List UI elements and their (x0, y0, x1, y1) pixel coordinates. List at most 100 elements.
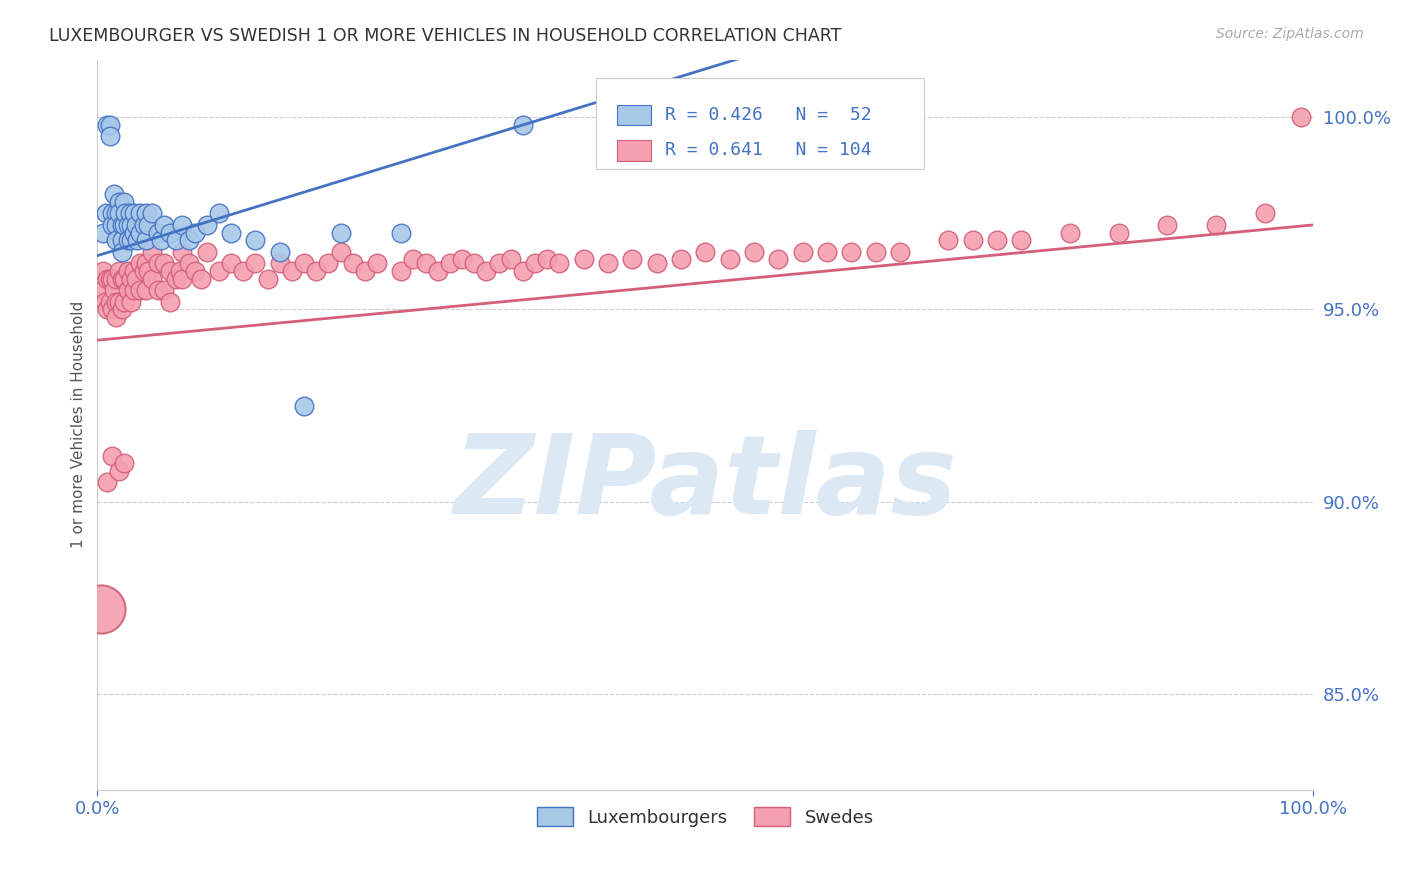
Point (219, 226, 242, 240)
Point (117, 264, 139, 278)
Point (104, 310, 127, 325)
Point (112, 294, 135, 309)
Point (101, 449, 124, 463)
Point (292, 256, 315, 270)
Point (695, 244, 717, 259)
Bar (617, 105, 651, 126)
Point (165, 271, 187, 285)
Point (120, 206, 142, 220)
Point (101, 271, 124, 285)
Point (146, 256, 169, 270)
Point (103, 187, 125, 202)
Point (104, 271, 127, 285)
Point (389, 226, 412, 240)
Point (117, 233, 139, 247)
Point (269, 256, 291, 270)
Point (111, 244, 134, 259)
Point (475, 264, 498, 278)
Point (132, 218, 155, 232)
Point (305, 264, 328, 278)
Point (96, 118, 118, 132)
Point (548, 256, 571, 270)
Point (1289, 110, 1312, 124)
Point (621, 252, 644, 267)
Point (93, 294, 115, 309)
Point (183, 264, 205, 278)
Point (104, 294, 127, 309)
Point (415, 256, 437, 270)
Point (120, 294, 142, 309)
Point (169, 264, 191, 278)
Point (329, 244, 352, 259)
Point (839, 244, 862, 259)
Point (190, 271, 212, 285)
Point (645, 256, 668, 270)
Point (281, 264, 304, 278)
Point (439, 256, 461, 270)
Point (101, 218, 124, 232)
Point (98, 271, 121, 285)
Point (792, 244, 814, 259)
Point (1059, 226, 1081, 240)
Point (353, 264, 375, 278)
Point (269, 244, 291, 259)
Point (1205, 218, 1227, 232)
Point (104, 218, 127, 232)
Point (129, 226, 152, 240)
Point (101, 302, 124, 317)
Point (122, 283, 145, 297)
Point (96, 271, 118, 285)
Point (96, 302, 118, 317)
Point (93, 264, 115, 278)
Point (318, 256, 340, 270)
Point (815, 244, 838, 259)
Point (172, 218, 194, 232)
Point (127, 233, 149, 247)
Text: ZIPatlas: ZIPatlas (454, 430, 957, 537)
Point (138, 218, 160, 232)
Point (141, 244, 163, 259)
Point (122, 206, 145, 220)
Point (135, 206, 157, 220)
Point (149, 233, 172, 247)
Point (572, 252, 595, 267)
Point (141, 206, 163, 220)
Point (98, 118, 121, 132)
Point (865, 244, 887, 259)
Point (1253, 206, 1275, 220)
Point (90, 602, 112, 616)
Point (101, 206, 124, 220)
Point (108, 464, 131, 478)
Point (342, 256, 364, 270)
Point (718, 252, 741, 267)
Point (146, 226, 169, 240)
Point (232, 264, 254, 278)
Point (104, 206, 127, 220)
Point (129, 256, 152, 270)
Point (114, 206, 136, 220)
Point (938, 233, 960, 247)
Point (451, 252, 474, 267)
Point (112, 456, 135, 470)
Y-axis label: 1 or more Vehicles in Household: 1 or more Vehicles in Household (72, 301, 86, 549)
Point (111, 233, 134, 247)
Point (172, 244, 194, 259)
Point (108, 294, 131, 309)
Point (104, 233, 127, 247)
Point (463, 256, 485, 270)
Point (98, 294, 121, 309)
Point (962, 233, 984, 247)
Point (111, 302, 134, 317)
Point (292, 399, 315, 413)
Point (153, 218, 176, 232)
Point (742, 244, 765, 259)
Point (159, 294, 181, 309)
Point (98, 129, 121, 144)
Point (120, 233, 142, 247)
Point (96, 475, 118, 490)
Text: R = 0.641   N = 104: R = 0.641 N = 104 (665, 141, 872, 160)
Point (596, 256, 619, 270)
Point (159, 264, 181, 278)
Point (135, 256, 157, 270)
Point (108, 194, 131, 209)
